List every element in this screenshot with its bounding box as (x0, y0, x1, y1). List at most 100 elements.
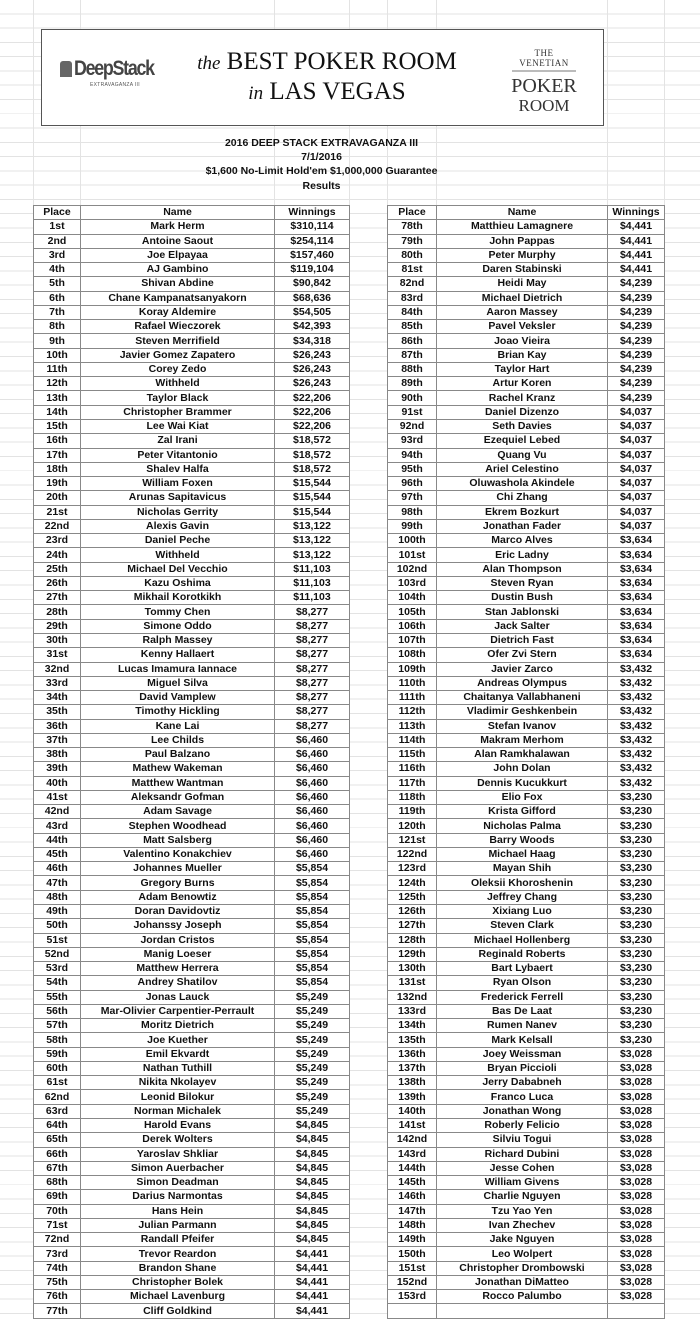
place-cell: 117th (387, 775, 437, 791)
name-cell: Taylor Hart (436, 361, 608, 378)
place-cell: 66th (33, 1146, 81, 1162)
place-cell: 45th (33, 846, 81, 863)
place-cell: 90th (387, 390, 437, 406)
table-row: 149th Jake Nguyen $3,028 (387, 1232, 665, 1248)
place-cell: 105th (387, 604, 437, 620)
name-cell: Ariel Celestino (436, 461, 608, 478)
name-cell: Jonathan Fader (436, 518, 608, 535)
place-cell: 112th (387, 704, 437, 720)
place-cell: 127th (387, 918, 437, 934)
winnings-cell: $34,318 (274, 333, 350, 349)
name-cell: Pavel Veksler (436, 319, 608, 335)
place-cell: 6th (33, 290, 81, 306)
place-cell: 115th (387, 747, 437, 763)
name-cell: William Foxen (80, 476, 275, 492)
name-cell: Mar-Olivier Carpentier-Perrault (80, 1003, 275, 1020)
place-cell: 56th (33, 1003, 81, 1020)
table-row: 106th Jack Salter $3,634 (387, 618, 665, 634)
place-cell: 77th (33, 1303, 81, 1319)
column-header-winnings: Winnings (607, 204, 665, 221)
room-text: ROOM (518, 96, 570, 115)
name-cell: Antoine Saout (80, 233, 275, 249)
name-cell: Mayan Shih (436, 861, 608, 877)
place-cell: 89th (387, 376, 437, 392)
table-row: 64th Harold Evans $4,845 (33, 1117, 350, 1134)
place-cell: 70th (33, 1203, 81, 1219)
table-row: 88th Taylor Hart $4,239 (387, 361, 665, 378)
table-row: 134th Rumen Nanev $3,230 (387, 1018, 665, 1034)
winnings-cell: $5,249 (274, 1032, 350, 1048)
table-header-row: Place Name Winnings (387, 204, 665, 221)
name-cell: Elio Fox (436, 789, 608, 806)
winnings-cell: $4,441 (274, 1289, 350, 1305)
table-row: 11th Corey Zedo $26,243 (33, 361, 350, 378)
poker-text: POKER (511, 75, 577, 97)
winnings-cell: $4,239 (607, 304, 665, 321)
place-cell: 136th (387, 1046, 437, 1062)
name-cell: Michael Haag (436, 846, 608, 863)
winnings-cell: $4,441 (607, 233, 665, 249)
name-cell: Nathan Tuthill (80, 1060, 275, 1077)
place-cell: 53rd (33, 961, 81, 977)
place-cell: 78th (387, 219, 437, 235)
place-cell: 10th (33, 347, 81, 363)
table-row: 44th Matt Salsberg $6,460 (33, 832, 350, 848)
place-cell: 125th (387, 889, 437, 906)
winnings-cell: $8,277 (274, 661, 350, 677)
table-row: 3rd Joe Elpayaa $157,460 (33, 247, 350, 264)
place-cell: 79th (387, 233, 437, 249)
name-cell: Brandon Shane (80, 1260, 275, 1276)
table-row: 78th Matthieu Lamagnere $4,441 (387, 219, 665, 235)
winnings-cell: $3,634 (607, 575, 665, 592)
winnings-cell: $5,854 (274, 946, 350, 963)
slogan-line-2: LAS VEGAS (269, 78, 406, 105)
name-cell: Ekrem Bozkurt (436, 504, 608, 520)
name-cell: Javier Zarco (436, 661, 608, 677)
event-title: 2016 DEEP STACK EXTRAVAGANZA III (224, 137, 419, 149)
place-cell: 108th (387, 647, 437, 663)
table-row: 69th Darius Narmontas $4,845 (33, 1189, 350, 1205)
table-row: 118th Elio Fox $3,230 (387, 789, 665, 806)
winnings-cell: $4,441 (274, 1274, 350, 1291)
winnings-cell: $3,028 (607, 1274, 665, 1291)
winnings-cell: $3,634 (607, 561, 665, 577)
winnings-cell: $3,634 (607, 533, 665, 549)
winnings-cell: $3,432 (607, 704, 665, 720)
winnings-cell: $6,460 (274, 747, 350, 763)
name-cell: William Givens (436, 1175, 608, 1191)
name-cell: Joey Weissman (436, 1046, 608, 1062)
winnings-cell: $4,037 (607, 518, 665, 535)
name-cell: Jack Salter (436, 618, 608, 634)
winnings-cell: $5,854 (274, 861, 350, 877)
place-cell: 107th (387, 632, 437, 649)
place-cell: 26th (33, 575, 81, 592)
name-cell: Chi Zhang (436, 490, 608, 506)
name-cell: Cliff Goldkind (80, 1303, 275, 1319)
name-cell: Chaitanya Vallabhaneni (436, 690, 608, 706)
table-row: 110th Andreas Olympus $3,432 (387, 675, 665, 692)
place-cell: 120th (387, 818, 437, 834)
table-row: 35th Timothy Hickling $8,277 (33, 704, 350, 720)
winnings-cell: $4,845 (274, 1146, 350, 1162)
name-cell: Rocco Palumbo (436, 1289, 608, 1305)
place-cell: 92nd (387, 418, 437, 435)
place-cell: 47th (33, 875, 81, 891)
winnings-cell: $4,239 (607, 333, 665, 349)
winnings-cell: $310,114 (274, 219, 350, 235)
winnings-cell: $6,460 (274, 761, 350, 777)
table-row: 29th Simone Oddo $8,277 (33, 618, 350, 634)
place-cell: 46th (33, 861, 81, 877)
place-cell: 100th (387, 533, 437, 549)
winnings-cell: $3,432 (607, 690, 665, 706)
table-row: 101st Eric Ladny $3,634 (387, 547, 665, 563)
place-cell: 109th (387, 661, 437, 677)
place-cell: 86th (387, 333, 437, 349)
place-cell: 143rd (387, 1146, 437, 1162)
name-cell: Tzu Yao Yen (436, 1203, 608, 1219)
winnings-cell: $3,028 (607, 1246, 665, 1262)
results-heading: 2016 DEEP STACK EXTRAVAGANZA III 7/1/201… (41, 136, 602, 193)
place-cell (387, 1303, 437, 1319)
table-row: 9th Steven Merrifield $34,318 (33, 333, 350, 349)
place-cell: 62nd (33, 1089, 81, 1105)
table-row: 81st Daren Stabinski $4,441 (387, 262, 665, 278)
